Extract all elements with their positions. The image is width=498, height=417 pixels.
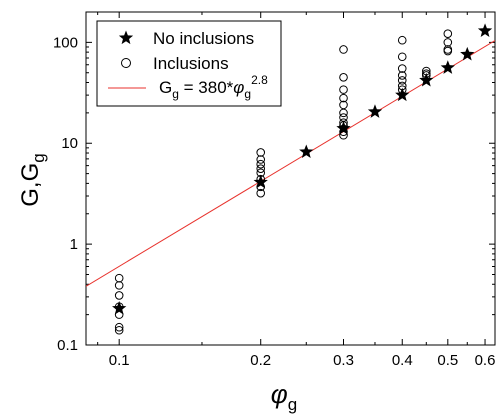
legend-label-fit: Gg = 380*φg2.8: [159, 73, 268, 101]
no-inclusions-point: [253, 174, 268, 189]
no-inclusions-point: [395, 87, 410, 102]
x-axis-tick-labels: 0.1 0.2 0.3 0.4 0.5 0.6: [109, 352, 496, 369]
inclusions-point: [397, 64, 407, 73]
inclusions-point: [114, 291, 124, 300]
inclusions-point: [397, 71, 407, 80]
x-tick-label: 0.4: [392, 352, 413, 369]
inclusions-point: [339, 93, 348, 103]
y-tick-label: 100: [53, 34, 78, 51]
y-axis-ticks: [86, 11, 495, 346]
inclusions-point: [256, 188, 266, 198]
legend-label-no-inclusions: No inclusions: [153, 29, 254, 48]
no-inclusions-point: [440, 60, 455, 74]
x-tick-label: 0.2: [250, 352, 271, 369]
no-inclusions-point: [367, 104, 383, 118]
inclusions-point: [114, 273, 124, 283]
x-tick-label: 0.5: [437, 352, 458, 369]
y-axis-title: G,Gg: [17, 153, 48, 206]
legend-circle-marker: [121, 58, 131, 68]
legend-star: [118, 30, 134, 45]
inclusions-point: [114, 325, 124, 335]
inclusions-point: [443, 46, 453, 56]
y-tick-label: 0.1: [57, 337, 78, 354]
inclusions-point: [443, 29, 453, 38]
no-inclusions-point: [299, 144, 314, 159]
x-tick-label: 0.3: [333, 352, 354, 369]
no-inclusions-point: [477, 23, 493, 37]
inclusions-point: [114, 281, 124, 290]
x-axis-ticks: [97, 12, 486, 345]
inclusions-point: [256, 164, 266, 173]
inclusions-point: [339, 45, 348, 54]
inclusions-point: [397, 35, 407, 45]
y-tick-label: 10: [61, 135, 78, 152]
inclusions-point: [256, 148, 266, 157]
inclusions-point: [339, 85, 348, 94]
inclusions-point: [256, 155, 266, 164]
legend: No inclusions Inclusions Gg = 380*φg2.8: [96, 20, 282, 107]
inclusions-point: [397, 52, 407, 62]
x-tick-label: 0.6: [475, 352, 496, 369]
inclusions-points: [114, 29, 453, 335]
inclusions-point: [443, 38, 453, 47]
inclusions-point: [397, 76, 407, 85]
no-inclusions-point: [336, 121, 351, 135]
no-inclusions-points: [112, 23, 493, 315]
y-tick-label: 1: [70, 236, 78, 253]
legend-label-inclusions: Inclusions: [153, 54, 229, 73]
no-inclusions-point: [112, 301, 127, 315]
legend-star-marker: [118, 30, 134, 45]
x-tick-label: 0.1: [109, 352, 130, 369]
inclusions-point: [339, 108, 348, 118]
no-inclusions-point: [460, 46, 475, 61]
inclusions-point: [256, 159, 266, 169]
inclusions-point: [114, 322, 124, 332]
x-axis-title: φg: [271, 379, 297, 414]
inclusions-point: [339, 73, 348, 82]
no-inclusions-point: [419, 72, 434, 87]
y-axis-tick-labels: 0.1 1 10 100: [53, 34, 78, 354]
plot-frame: [85, 11, 496, 346]
